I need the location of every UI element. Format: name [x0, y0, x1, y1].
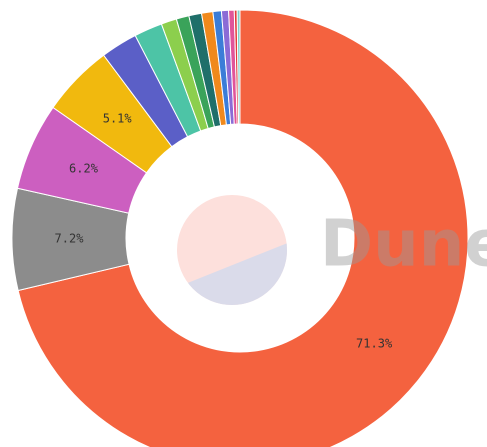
- slice-label: 7.2%: [55, 232, 85, 246]
- slice-label: 71.3%: [356, 337, 393, 351]
- slice-label: 5.1%: [103, 111, 133, 125]
- slice-label: 6.2%: [69, 162, 99, 176]
- watermark: Dune: [320, 208, 487, 282]
- slice: [17, 9, 469, 447]
- slice: [236, 9, 241, 125]
- logo: [177, 195, 287, 305]
- donut: [11, 9, 469, 447]
